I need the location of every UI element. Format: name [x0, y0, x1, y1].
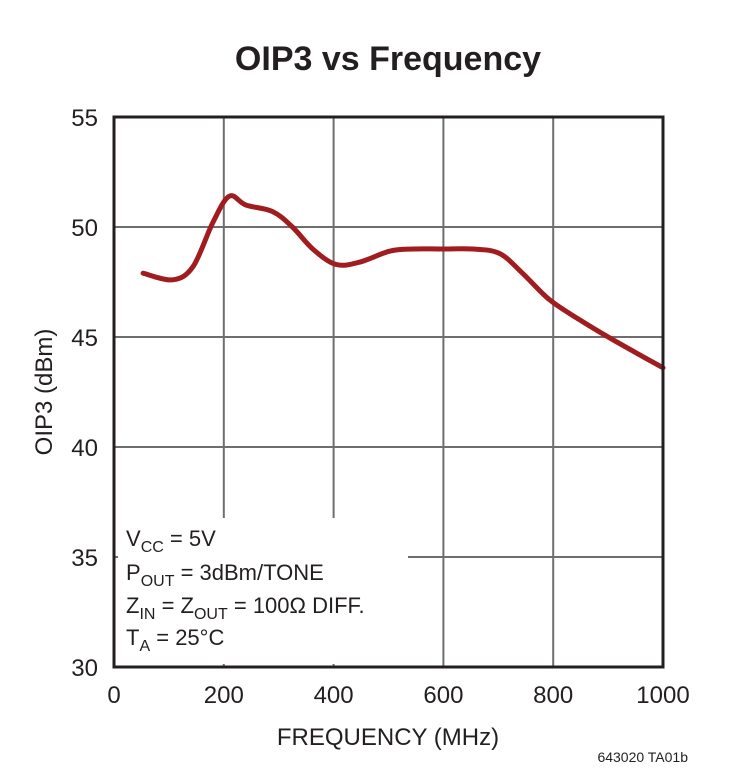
annotation-vcc: VCC = 5V: [126, 526, 216, 556]
y-tick-label: 55: [71, 105, 98, 132]
y-tick-label: 35: [71, 545, 98, 572]
series-line-oip3: [140, 193, 666, 371]
annotation-pout: POUT = 3dBm/TONE: [126, 560, 324, 590]
conditions-annotation: VCC = 5V POUT = 3dBm/TONE ZIN = ZOUT = 1…: [126, 526, 365, 655]
x-tick-label: 200: [204, 682, 244, 709]
y-axis-label: OIP3 (dBm): [31, 329, 58, 456]
annotation-impedance: ZIN = ZOUT = 100Ω DIFF.: [126, 593, 365, 623]
plot-frame: [112, 115, 665, 669]
footnote: 643020 TA01b: [597, 749, 688, 765]
y-tick-label: 40: [71, 435, 98, 462]
chart-title: OIP3 vs Frequency: [235, 40, 541, 78]
y-tick-label: 30: [71, 655, 98, 682]
x-tick-label: 0: [107, 682, 120, 709]
annotation-background: [118, 518, 408, 664]
y-tick-label: 45: [71, 325, 98, 352]
tick-labels: 0 200 400 600 800 1000 30 35 40 45 50 55: [71, 105, 689, 709]
x-tick-label: 600: [423, 682, 463, 709]
x-tick-label: 1000: [636, 682, 689, 709]
x-tick-label: 400: [314, 682, 354, 709]
x-tick-label: 800: [533, 682, 573, 709]
annotation-ta: TA = 25°C: [126, 625, 224, 655]
y-tick-label: 50: [71, 215, 98, 242]
x-axis-label: FREQUENCY (MHz): [277, 724, 499, 751]
